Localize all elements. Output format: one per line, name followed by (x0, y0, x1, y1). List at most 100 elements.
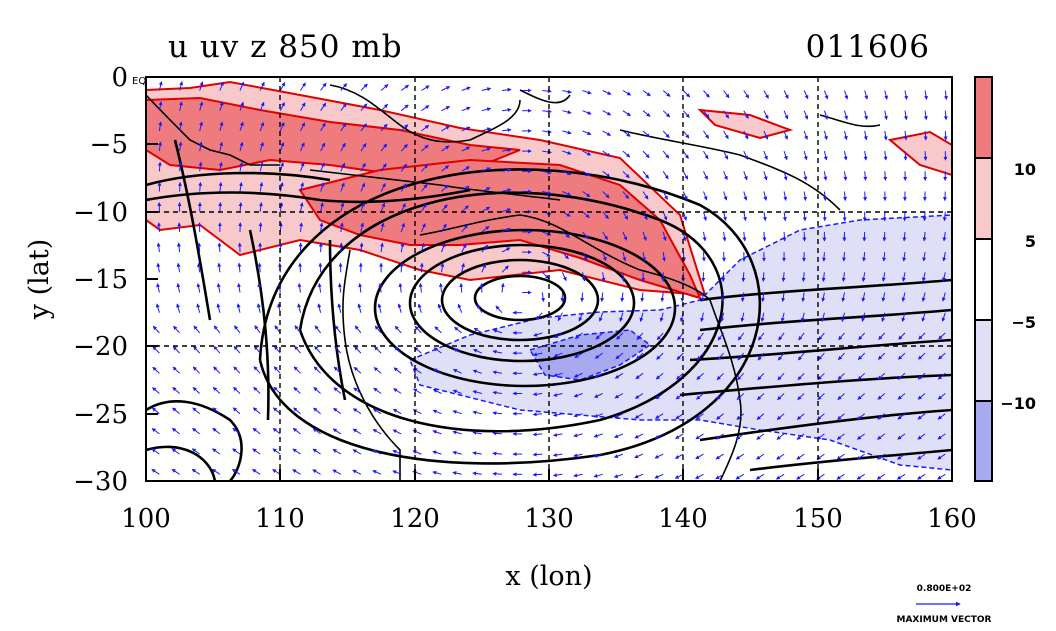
wind-vector (817, 352, 825, 361)
wind-vector (452, 471, 462, 476)
wind-vector (452, 450, 462, 455)
wind-vector (695, 453, 704, 460)
wind-vector (797, 393, 805, 401)
wind-vector (360, 202, 365, 212)
wind-vector (294, 325, 301, 334)
wind-vector (254, 325, 261, 334)
wind-vector (481, 225, 490, 233)
wind-vector (682, 171, 689, 180)
wind-vector (861, 272, 866, 282)
wind-vector (319, 222, 324, 232)
wind-vector (176, 262, 181, 273)
wind-vector (642, 150, 650, 159)
wind-vector (312, 469, 321, 475)
wind-vector (492, 471, 503, 476)
wind-vector (922, 231, 927, 242)
wind-vector (297, 303, 302, 313)
wind-vector (801, 292, 806, 302)
wind-vector (339, 242, 344, 253)
wind-vector (703, 130, 710, 139)
wind-vector (822, 252, 827, 262)
wind-vector (492, 349, 503, 354)
wind-vector (803, 130, 808, 141)
wind-vector (897, 433, 906, 440)
wind-vector (656, 352, 664, 360)
wind-vector (723, 191, 728, 201)
y-tick-label: 0 (111, 63, 128, 93)
wind-vector (562, 170, 572, 176)
wind-vector (595, 332, 604, 340)
wind-vector (216, 282, 221, 293)
wind-vector (941, 292, 946, 302)
wind-vector (573, 473, 583, 478)
wind-vector (923, 151, 928, 161)
wind-vector (532, 472, 543, 477)
wind-vector (394, 325, 402, 334)
wind-vector (212, 427, 221, 435)
wind-vector (861, 292, 866, 302)
wind-vector (273, 386, 281, 394)
wind-vector (441, 184, 449, 192)
wind-vector (578, 312, 584, 322)
wind-vector (394, 346, 402, 354)
wind-vector (232, 427, 241, 435)
wind-vector (662, 171, 669, 180)
wind-vector (192, 366, 201, 374)
wind-vector (763, 110, 769, 120)
wind-vector (942, 231, 947, 242)
wind-vector (701, 252, 706, 262)
wind-vector (392, 429, 402, 435)
wind-vector (432, 430, 442, 435)
wind-vector (421, 164, 429, 172)
wind-vector (593, 453, 603, 458)
wind-vector (359, 242, 364, 253)
z-contour-12 (749, 448, 952, 472)
wind-vector (897, 393, 906, 400)
wind-vector (857, 393, 866, 400)
wind-vector (312, 428, 321, 435)
wind-vector (902, 231, 907, 242)
wind-vector (259, 141, 264, 152)
wind-vector (642, 191, 649, 200)
wind-vector (721, 252, 726, 262)
wind-vector (613, 453, 624, 458)
wind-vector (378, 282, 383, 293)
wind-vector (863, 171, 868, 181)
wind-vector (743, 171, 748, 181)
wind-vector (151, 428, 160, 435)
z-contour-3 (408, 243, 636, 363)
wind-vector (634, 473, 644, 479)
wind-vector (573, 413, 583, 418)
wind-vector (763, 191, 768, 201)
wind-vector (440, 262, 445, 273)
wind-vector (158, 141, 163, 152)
wind-vector (783, 130, 788, 140)
wind-vector (272, 448, 281, 455)
wind-vector (492, 451, 503, 456)
z-contour-2 (440, 258, 600, 342)
wind-vector (843, 151, 848, 161)
wind-vector (441, 86, 451, 91)
wind-vector (452, 369, 462, 374)
wind-vector (924, 90, 929, 101)
wind-vector (901, 312, 906, 322)
wind-vectors (151, 81, 948, 480)
wind-vector (213, 366, 221, 374)
wind-vector (393, 367, 402, 374)
wind-vector (602, 130, 612, 136)
wind-vector (374, 346, 382, 354)
wind-vector (883, 171, 888, 181)
wind-vector (715, 473, 724, 480)
wind-vector (742, 211, 747, 222)
wind-vector (573, 433, 583, 438)
colorbar-bin-weak-positive (975, 158, 992, 239)
wind-vector (682, 90, 691, 98)
wind-vector (798, 332, 805, 341)
wind-vector (334, 325, 342, 334)
wind-vector (903, 130, 908, 141)
wind-vector (923, 110, 928, 121)
wind-vector (703, 211, 707, 221)
wind-vector (743, 191, 748, 201)
wind-vector (373, 367, 382, 374)
